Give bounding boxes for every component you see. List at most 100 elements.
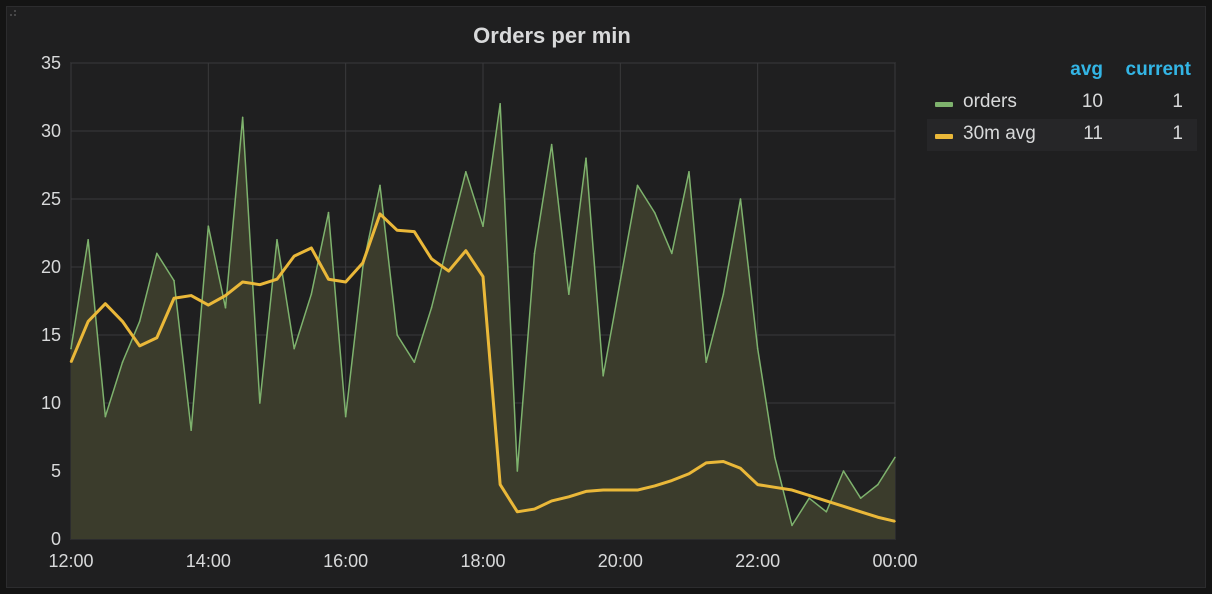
30m-avg-point: [791, 489, 793, 491]
orders-point: [121, 361, 124, 364]
legend-series-current: 1: [1172, 123, 1183, 144]
orders-point: [568, 293, 570, 296]
orders-point: [259, 402, 261, 404]
30m-avg-point: [671, 479, 673, 482]
30m-avg-point: [224, 294, 227, 297]
orders-point: [293, 347, 295, 350]
legend-col-avg[interactable]: avg: [1070, 59, 1103, 80]
30m-avg-point: [568, 496, 570, 498]
orders-point: [602, 375, 604, 377]
x-tick-label: 14:00: [186, 551, 231, 571]
30m-avg-point: [138, 345, 141, 347]
30m-avg-point: [207, 304, 210, 306]
30m-avg-point: [585, 490, 587, 493]
orders-point: [739, 198, 742, 200]
y-tick-label: 5: [51, 461, 61, 481]
legend-series-name[interactable]: orders: [963, 91, 1017, 112]
30m-avg-point: [756, 483, 759, 486]
30m-avg-point: [877, 516, 879, 519]
legend-series-current: 1: [1172, 91, 1183, 112]
orders-point: [619, 279, 622, 282]
30m-avg-point: [722, 460, 725, 463]
30m-avg-point: [894, 520, 896, 523]
30m-avg-point: [636, 489, 639, 491]
30m-avg-point: [688, 472, 690, 475]
orders-point: [516, 470, 519, 472]
resize-handle-icon[interactable]: [7, 7, 17, 17]
orders-point: [636, 184, 639, 187]
30m-avg-point: [87, 320, 89, 323]
orders-point: [447, 239, 450, 241]
orders-point: [550, 143, 553, 146]
orders-point: [482, 225, 484, 227]
orders-point: [465, 171, 467, 173]
orders-point: [276, 239, 278, 241]
30m-avg-point: [533, 508, 536, 510]
orders-point: [396, 334, 398, 336]
30m-avg-point: [808, 494, 810, 497]
30m-avg-point: [190, 294, 192, 297]
30m-avg-point: [173, 297, 175, 300]
orders-point: [585, 157, 587, 159]
30m-avg-point: [396, 229, 398, 232]
orders-point: [894, 456, 896, 459]
orders-point: [104, 415, 107, 418]
30m-avg-point: [241, 281, 244, 283]
orders-point: [70, 347, 72, 350]
y-tick-label: 35: [41, 53, 61, 73]
30m-avg-point: [619, 489, 622, 491]
orders-point: [362, 266, 364, 268]
legend-swatch-icon: [935, 134, 953, 139]
y-tick-label: 30: [41, 121, 61, 141]
30m-avg-point: [482, 275, 484, 278]
30m-avg-point: [465, 249, 467, 252]
orders-point: [774, 456, 776, 459]
legend-header: avg current: [927, 59, 1197, 87]
legend-swatch-icon: [935, 102, 953, 107]
legend-item-30m-avg[interactable]: 30m avg 11 1: [927, 119, 1197, 151]
30m-avg-point: [499, 483, 501, 486]
y-tick-label: 20: [41, 257, 61, 277]
legend: avg current orders 10 1 30m avg 11 1: [927, 59, 1197, 151]
orders-point: [825, 511, 828, 513]
30m-avg-point: [104, 302, 107, 305]
orders-point: [156, 252, 158, 255]
orders-point: [207, 225, 210, 227]
orders-point: [756, 347, 759, 350]
orders-point: [791, 524, 793, 527]
30m-avg-point: [327, 278, 330, 281]
30m-avg-point: [276, 278, 278, 281]
30m-avg-point: [259, 283, 261, 286]
orders-point: [499, 103, 501, 105]
30m-avg-point: [447, 270, 450, 272]
orders-point: [688, 171, 690, 173]
x-tick-label: 12:00: [48, 551, 93, 571]
orders-point: [173, 279, 175, 282]
chart-title: Orders per min: [473, 23, 631, 48]
30m-avg-point: [310, 247, 313, 249]
orders-point: [224, 307, 227, 309]
30m-avg-point: [362, 262, 364, 264]
30m-avg-point: [344, 281, 347, 283]
y-tick-label: 0: [51, 529, 61, 549]
legend-col-current[interactable]: current: [1125, 59, 1191, 80]
orders-point: [87, 239, 89, 241]
graph-panel: Orders per min 0 5 10 15 20 25 30 35 12:00 14:00 1…: [6, 6, 1206, 588]
orders-point: [533, 252, 536, 255]
30m-avg-point: [70, 361, 72, 364]
orders-point: [722, 293, 725, 296]
legend-series-avg: 11: [1083, 123, 1103, 144]
30m-avg-point: [705, 462, 707, 464]
legend-item-orders[interactable]: orders 10 1: [927, 87, 1197, 119]
30m-avg-point: [121, 320, 124, 323]
x-tick-label: 22:00: [735, 551, 780, 571]
legend-series-name[interactable]: 30m avg: [963, 123, 1036, 144]
orders-point: [808, 497, 810, 500]
30m-avg-point: [842, 505, 845, 508]
orders-point: [842, 470, 845, 472]
x-tick-label: 00:00: [872, 551, 917, 571]
orders-point: [190, 429, 192, 432]
30m-avg-point: [156, 336, 158, 339]
orders-point: [310, 293, 313, 296]
chart-canvas: 0 5 10 15 20 25 30 35 12:00 14:00 16:00 18:00 20:00 2…: [41, 53, 918, 571]
